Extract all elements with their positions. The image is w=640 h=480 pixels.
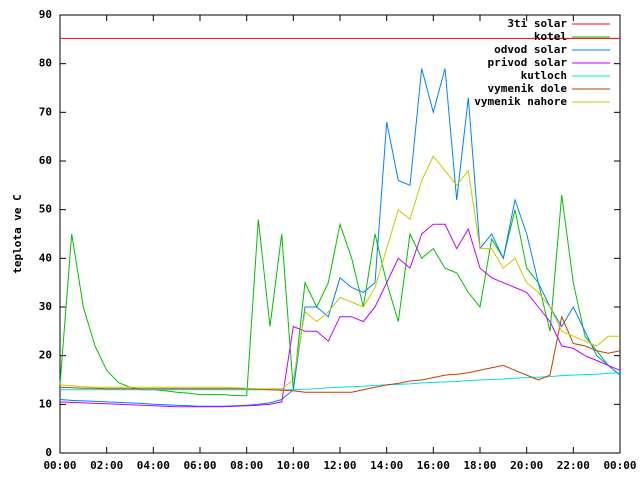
x-tick-label: 00:00	[43, 459, 76, 472]
series-line	[60, 372, 621, 391]
y-axis-label: teplota ve C	[11, 194, 24, 273]
y-tick-label: 10	[39, 397, 52, 410]
legend-label: privod solar	[488, 56, 568, 69]
x-tick-label: 18:00	[463, 459, 496, 472]
legend-label: vymenik nahore	[474, 95, 567, 108]
x-tick-label: 06:00	[183, 459, 216, 472]
y-tick-label: 20	[39, 349, 52, 362]
x-tick-label: 16:00	[417, 459, 450, 472]
y-tick-label: 60	[39, 154, 52, 167]
y-tick-label: 70	[39, 105, 52, 118]
legend-label: odvod solar	[494, 43, 567, 56]
y-tick-label: 50	[39, 203, 52, 216]
y-tick-label: 80	[39, 57, 52, 70]
series-line	[59, 223, 621, 408]
series-line	[59, 315, 621, 393]
y-tick-label: 0	[45, 446, 52, 459]
x-tick-label: 20:00	[510, 459, 543, 472]
x-tick-label: 00:00	[603, 459, 636, 472]
x-tick-label: 10:00	[277, 459, 310, 472]
legend-label: kutloch	[521, 69, 567, 82]
y-tick-label: 40	[39, 251, 52, 264]
x-tick-label: 14:00	[370, 459, 403, 472]
legend-label: kotel	[534, 30, 567, 43]
series-line	[59, 195, 621, 397]
series-line	[59, 155, 620, 390]
x-tick-label: 08:00	[230, 459, 263, 472]
x-tick-label: 04:00	[137, 459, 170, 472]
legend-label: vymenik dole	[488, 82, 568, 95]
y-tick-label: 90	[39, 8, 52, 21]
series-line	[59, 68, 621, 407]
x-tick-label: 22:00	[557, 459, 590, 472]
x-tick-label: 02:00	[90, 459, 123, 472]
legend-label: 3ti solar	[507, 17, 567, 30]
y-tick-label: 30	[39, 300, 52, 313]
x-tick-label: 12:00	[323, 459, 356, 472]
